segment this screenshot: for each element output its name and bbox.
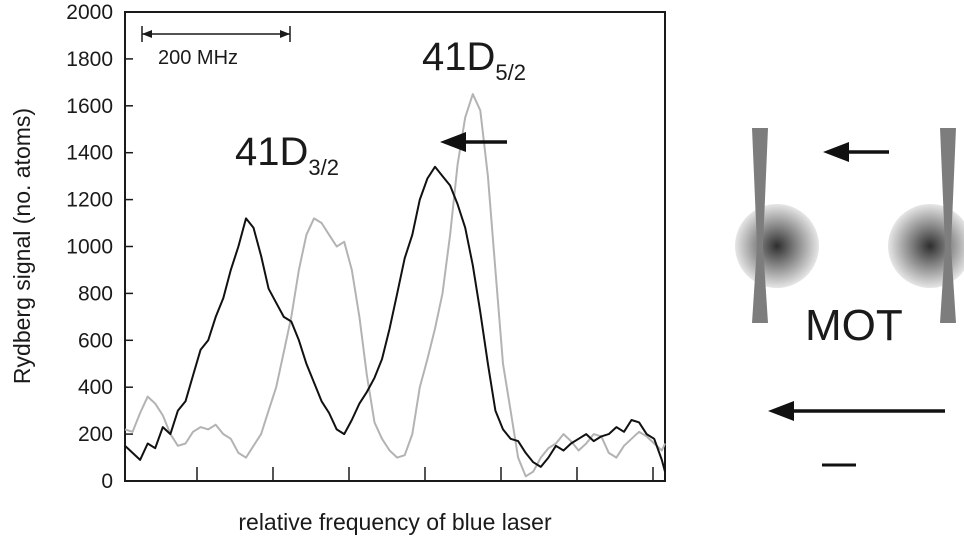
y-axis-title: Rydberg signal (no. atoms) [9, 108, 35, 384]
y-tick-label: 200 [78, 423, 113, 446]
y-tick-label: 800 [78, 282, 113, 305]
y-tick-label: 1800 [66, 48, 113, 71]
series-line-1 [124, 93, 666, 478]
mot-schematic: MOT [735, 128, 964, 467]
upper-arrow [823, 142, 889, 162]
y-tick-label: 1400 [66, 142, 113, 165]
y-tick-label: 1000 [66, 236, 113, 259]
lower-arrow [768, 401, 945, 421]
y-tick-label: 1600 [66, 95, 113, 118]
laser-beam-left [752, 128, 768, 323]
scale-bar-label: 200 MHz [158, 47, 238, 69]
laser-beam-right [940, 128, 956, 323]
x-axis-title: relative frequency of blue laser [238, 509, 552, 535]
peak-label-d32: 41D3/2 [235, 130, 339, 180]
plot-frame [124, 11, 666, 482]
series-line-0 [124, 165, 666, 472]
shift-arrow [440, 132, 507, 152]
y-tick-label: 600 [78, 329, 113, 352]
y-tick-label: 2000 [66, 1, 113, 24]
mot-cloud-left [735, 204, 819, 288]
scale-bar: 200 MHz [141, 26, 291, 69]
y-tick-label: 0 [101, 470, 113, 493]
y-tick-label: 1200 [66, 189, 113, 212]
series-layer [124, 93, 666, 478]
mot-label: MOT [805, 301, 903, 350]
peak-label-d52: 41D5/2 [422, 35, 526, 85]
y-axis: 0 200 400 600 800 1000 1200 1400 1600 1800 2000 [66, 1, 133, 493]
x-axis [196, 467, 654, 481]
y-tick-label: 400 [78, 376, 113, 399]
